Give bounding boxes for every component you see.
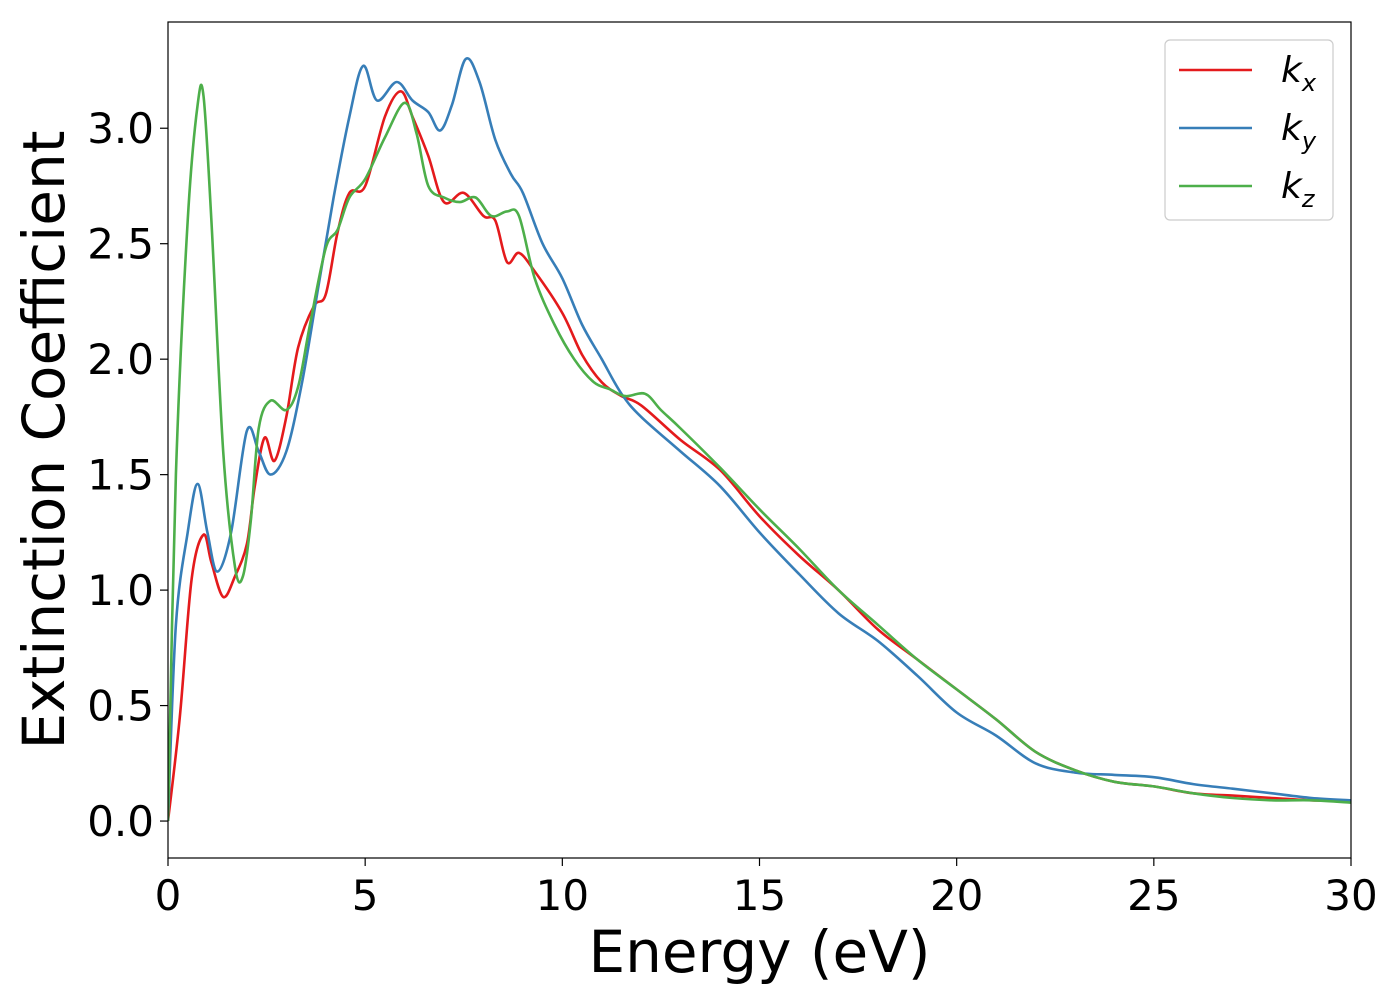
legend-label-subscript: z [1301,185,1316,213]
series-lines [168,57,1351,822]
legend-label-kz: kz [1281,166,1316,213]
legend-label-subscript: y [1301,127,1317,155]
x-tick-label: 25 [1127,871,1180,920]
legend-label-subscript: x [1301,69,1317,97]
y-tick-label: 2.0 [87,335,154,384]
y-tick-label: 0.0 [87,797,154,846]
legend-label-base: k [1281,50,1304,91]
legend-label-ky: ky [1281,108,1317,155]
x-axis-ticks: 0 5 10 15 20 25 30 [155,858,1378,920]
y-tick-label: 1.0 [87,566,154,615]
legend-label-kx: kx [1281,50,1317,97]
y-tick-label: 3.0 [87,104,154,153]
x-tick-label: 30 [1324,871,1377,920]
x-tick-label: 20 [930,871,983,920]
y-tick-label: 2.5 [87,220,154,269]
y-tick-label: 1.5 [87,451,154,500]
legend-label-base: k [1281,166,1304,207]
x-tick-label: 5 [352,871,379,920]
y-tick-label: 0.5 [87,682,154,731]
x-tick-label: 10 [536,871,589,920]
x-tick-label: 15 [733,871,786,920]
legend-label-base: k [1281,108,1304,149]
x-axis-title: Energy (eV) [588,918,930,986]
series-line-kz [168,83,1351,822]
legend-box [1164,39,1334,221]
y-axis-title: Extinction Coefficient [10,131,78,750]
y-axis-ticks: 0.0 0.5 1.0 1.5 2.0 2.5 3.0 [87,104,168,846]
series-line-ky [168,57,1351,822]
x-tick-label: 0 [155,871,182,920]
